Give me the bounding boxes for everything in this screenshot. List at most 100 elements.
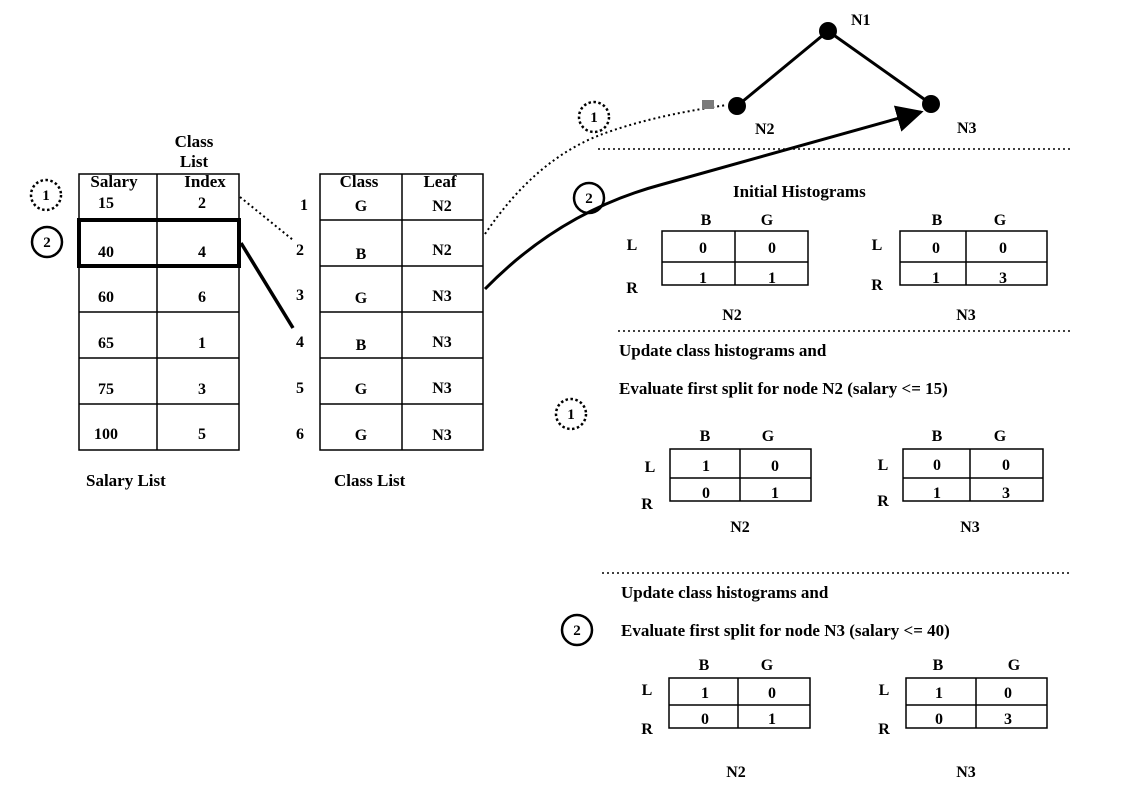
count-l-g: 0 [768, 240, 776, 257]
row-label-r: R [641, 496, 653, 513]
count-r-g: 1 [771, 485, 779, 502]
count-l-b: 1 [935, 685, 943, 702]
histogram-initial-n2: B G L R 0 0 1 1 N2 [626, 212, 809, 324]
class-list-caption: Class List [334, 471, 406, 490]
histogram-step1-n3: B G L R 0 0 1 3 N3 [877, 428, 1044, 536]
count-l-g: 0 [1004, 685, 1012, 702]
count-r-b: 1 [699, 270, 707, 287]
class-header: Class [340, 172, 379, 191]
count-r-g: 1 [768, 270, 776, 287]
count-l-g: 0 [771, 458, 779, 475]
row-label-r: R [871, 277, 883, 294]
histogram-node-label: N2 [722, 307, 742, 324]
leaf-value: N2 [432, 198, 452, 215]
histogram-node-label: N3 [956, 307, 976, 324]
step1-marker [577, 100, 611, 134]
histogram-step2-n3: B G L R 1 0 0 3 N3 [878, 657, 1048, 781]
class-value: B [356, 337, 367, 354]
pointer-40-to-class-4 [239, 242, 295, 329]
histogram-node-label: N2 [730, 519, 750, 536]
count-r-b: 1 [933, 485, 941, 502]
col-label-g: G [761, 212, 774, 229]
row-number: 4 [296, 334, 304, 351]
count-r-b: 0 [702, 485, 710, 502]
class-value: G [355, 427, 368, 444]
row-label-l: L [872, 237, 883, 254]
col-label-b: B [932, 212, 943, 229]
step2-marker-label: 2 [585, 191, 593, 207]
count-r-g: 3 [1002, 485, 1010, 502]
col-label-b: B [932, 428, 943, 445]
dotted-arrow-head [702, 100, 714, 109]
highlighted-row-box [77, 218, 241, 268]
col-label-g: G [994, 428, 1007, 445]
step1-text-line1: Update class histograms and [619, 341, 827, 360]
step1-marker-label: 1 [42, 188, 50, 204]
solid-arrow-to-n3 [483, 105, 924, 291]
salary-value: 100 [94, 426, 118, 443]
node-n2 [728, 97, 746, 115]
class-value: G [355, 290, 368, 307]
count-r-g: 1 [768, 711, 776, 728]
col-label-b: B [701, 212, 712, 229]
class-list: Class Leaf 1 G N2 2 B N2 3 G N3 4 B N3 5… [296, 172, 484, 490]
row-label-r: R [626, 280, 638, 297]
step1-marker [554, 397, 588, 431]
row-label-l: L [879, 682, 890, 699]
row-label-l: L [642, 682, 653, 699]
step2-text-line2: Evaluate first split for node N3 (salary… [621, 621, 950, 640]
count-l-b: 0 [933, 457, 941, 474]
index-value: 3 [198, 381, 206, 398]
salary-value: 60 [98, 289, 114, 306]
count-r-b: 1 [932, 270, 940, 287]
col-label-b: B [700, 428, 711, 445]
count-l-b: 0 [699, 240, 707, 257]
count-r-b: 0 [935, 711, 943, 728]
decision-tree: N1 N2 N3 [728, 12, 977, 138]
class-value: B [356, 246, 367, 263]
col-label-g: G [762, 428, 775, 445]
row-number: 1 [300, 197, 308, 214]
step2-marker [572, 181, 606, 215]
index-value: 5 [198, 426, 206, 443]
step2-text-line1: Update class histograms and [621, 583, 829, 602]
count-r-b: 0 [701, 711, 709, 728]
col-label-b: B [699, 657, 710, 674]
step2-marker [560, 613, 594, 647]
row-number: 3 [296, 287, 304, 304]
row-label-r: R [641, 721, 653, 738]
histogram-step1-n2: B G L R 1 0 0 1 N2 [641, 428, 812, 536]
salary-value: 15 [98, 195, 114, 212]
histogram-node-label: N3 [960, 519, 980, 536]
count-r-g: 3 [999, 270, 1007, 287]
histogram-frame [668, 677, 811, 729]
salary-list: Class List Index Salary 15 2 40 4 60 6 6… [77, 132, 241, 490]
leaf-value: N3 [432, 334, 452, 351]
count-l-g: 0 [768, 685, 776, 702]
step1-text-line2: Evaluate first split for node N2 (salary… [619, 379, 948, 398]
row-label-l: L [645, 459, 656, 476]
step1-marker-label: 1 [567, 407, 575, 423]
leaf-value: N3 [432, 427, 452, 444]
step2-marker [30, 225, 64, 259]
step2-marker-label: 2 [43, 235, 51, 251]
pointer-15-to-class-2 [239, 196, 294, 241]
salary-value: 65 [98, 335, 114, 352]
node-n3-label: N3 [957, 120, 977, 137]
count-l-g: 0 [1002, 457, 1010, 474]
salary-header: Salary [90, 172, 138, 191]
leaf-value: N3 [432, 380, 452, 397]
dotted-arrow-to-n2 [484, 104, 728, 235]
row-label-l: L [627, 237, 638, 254]
row-number: 5 [296, 380, 304, 397]
salary-value: 75 [98, 381, 114, 398]
histogram-step2-n2: B G L R 1 0 0 1 N2 [641, 657, 811, 781]
col-label-g: G [761, 657, 774, 674]
salary-value: 40 [98, 244, 114, 261]
row-label-r: R [877, 493, 889, 510]
histogram-frame [899, 230, 1048, 286]
step1-marker-label: 1 [590, 110, 598, 126]
index-header-line3: Index [184, 172, 226, 191]
col-label-g: G [994, 212, 1007, 229]
tree-edge-n1-n3 [827, 29, 932, 106]
